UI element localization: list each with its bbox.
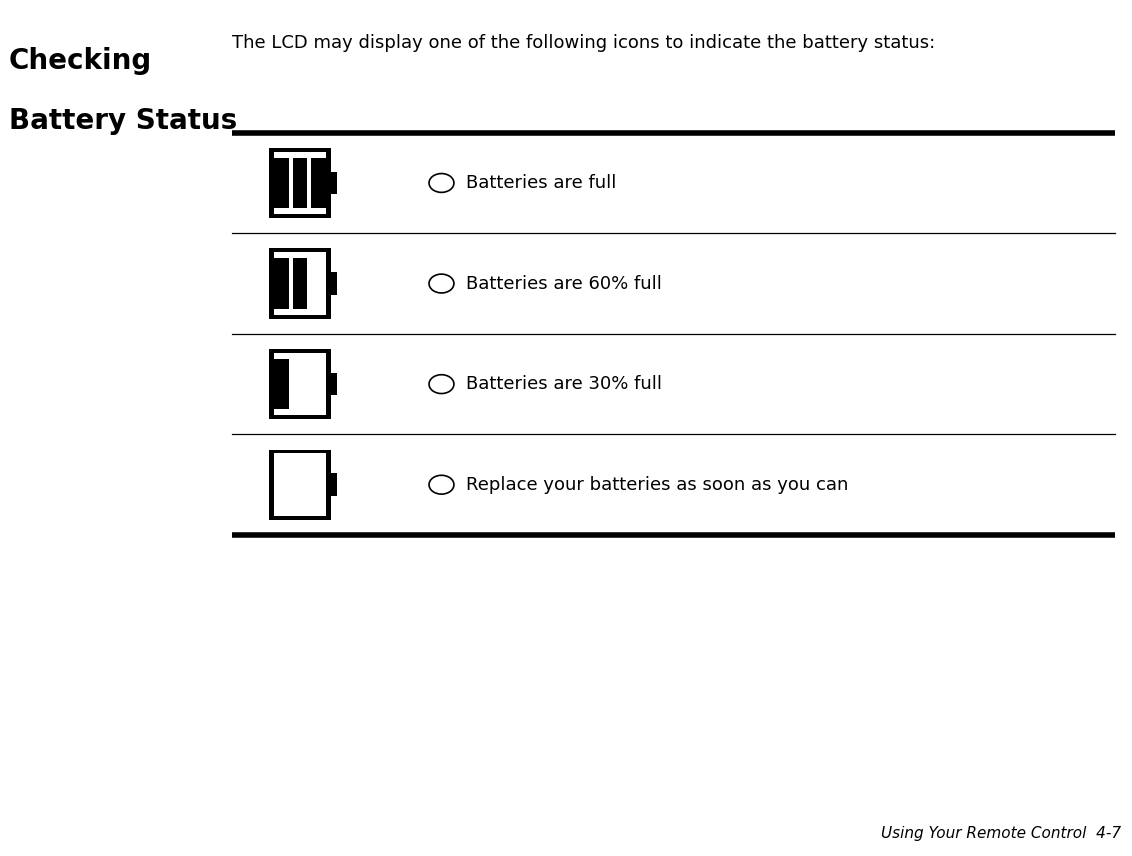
FancyBboxPatch shape <box>269 449 332 520</box>
FancyBboxPatch shape <box>269 148 332 218</box>
FancyBboxPatch shape <box>332 473 336 496</box>
Text: The LCD may display one of the following icons to indicate the battery status:: The LCD may display one of the following… <box>232 34 935 52</box>
Text: Using Your Remote Control  4-7: Using Your Remote Control 4-7 <box>881 825 1121 841</box>
FancyBboxPatch shape <box>274 259 289 309</box>
Text: Battery Status: Battery Status <box>9 107 238 135</box>
FancyBboxPatch shape <box>274 359 289 409</box>
FancyBboxPatch shape <box>311 158 326 208</box>
FancyBboxPatch shape <box>274 152 326 214</box>
FancyBboxPatch shape <box>274 158 289 208</box>
FancyBboxPatch shape <box>269 349 332 419</box>
FancyBboxPatch shape <box>274 454 326 516</box>
FancyBboxPatch shape <box>332 373 336 395</box>
FancyBboxPatch shape <box>292 259 308 309</box>
FancyBboxPatch shape <box>269 248 332 318</box>
Text: Batteries are 30% full: Batteries are 30% full <box>466 375 662 393</box>
FancyBboxPatch shape <box>332 172 336 194</box>
FancyBboxPatch shape <box>292 158 308 208</box>
Text: Replace your batteries as soon as you can: Replace your batteries as soon as you ca… <box>466 476 849 494</box>
Text: Checking: Checking <box>9 47 153 75</box>
FancyBboxPatch shape <box>274 253 326 315</box>
Text: Batteries are full: Batteries are full <box>466 174 617 192</box>
FancyBboxPatch shape <box>274 353 326 415</box>
Text: Batteries are 60% full: Batteries are 60% full <box>466 275 662 293</box>
FancyBboxPatch shape <box>332 272 336 294</box>
